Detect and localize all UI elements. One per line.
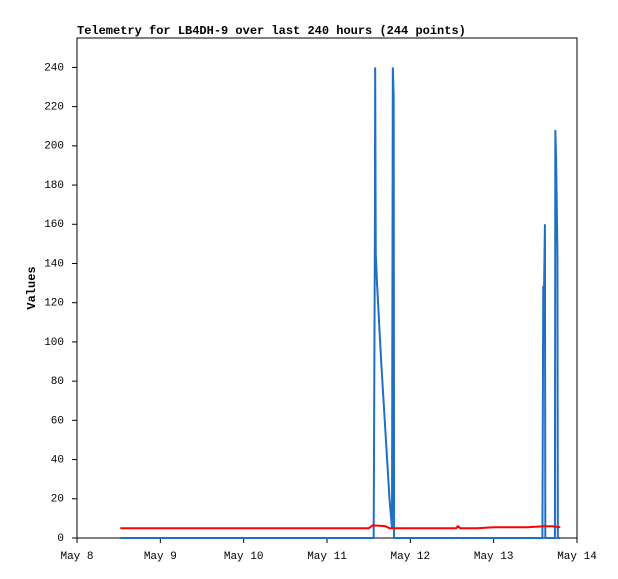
chart-title: Telemetry for LB4DH-9 over last 240 hour… [77, 24, 466, 38]
data-line [120, 524, 561, 530]
data-line [120, 67, 561, 539]
y-tick-label: 20 [51, 494, 64, 506]
x-tick-label: May 14 [557, 551, 597, 563]
y-tick-label: 100 [44, 337, 64, 349]
y-tick-label: 0 [57, 533, 64, 545]
plot-frame [76, 37, 578, 539]
y-tick-label: 60 [51, 415, 64, 427]
x-tick-label: May 11 [307, 551, 347, 563]
x-tick-label: May 12 [391, 551, 431, 563]
x-tick-label: May 8 [60, 551, 93, 563]
x-tick-label: May 10 [224, 551, 264, 563]
y-tick-label: 40 [51, 454, 64, 466]
y-tick-label: 140 [44, 258, 64, 270]
y-tick-label: 160 [44, 219, 64, 231]
y-axis-label: Values [25, 266, 39, 309]
x-tick-label: May 13 [474, 551, 514, 563]
y-tick-label: 180 [44, 180, 64, 192]
y-tick-label: 240 [44, 62, 64, 74]
x-tick-label: May 9 [144, 551, 177, 563]
y-tick-label: 200 [44, 141, 64, 153]
y-tick-label: 220 [44, 102, 64, 114]
y-tick-label: 120 [44, 298, 64, 310]
y-tick-label: 80 [51, 376, 64, 388]
